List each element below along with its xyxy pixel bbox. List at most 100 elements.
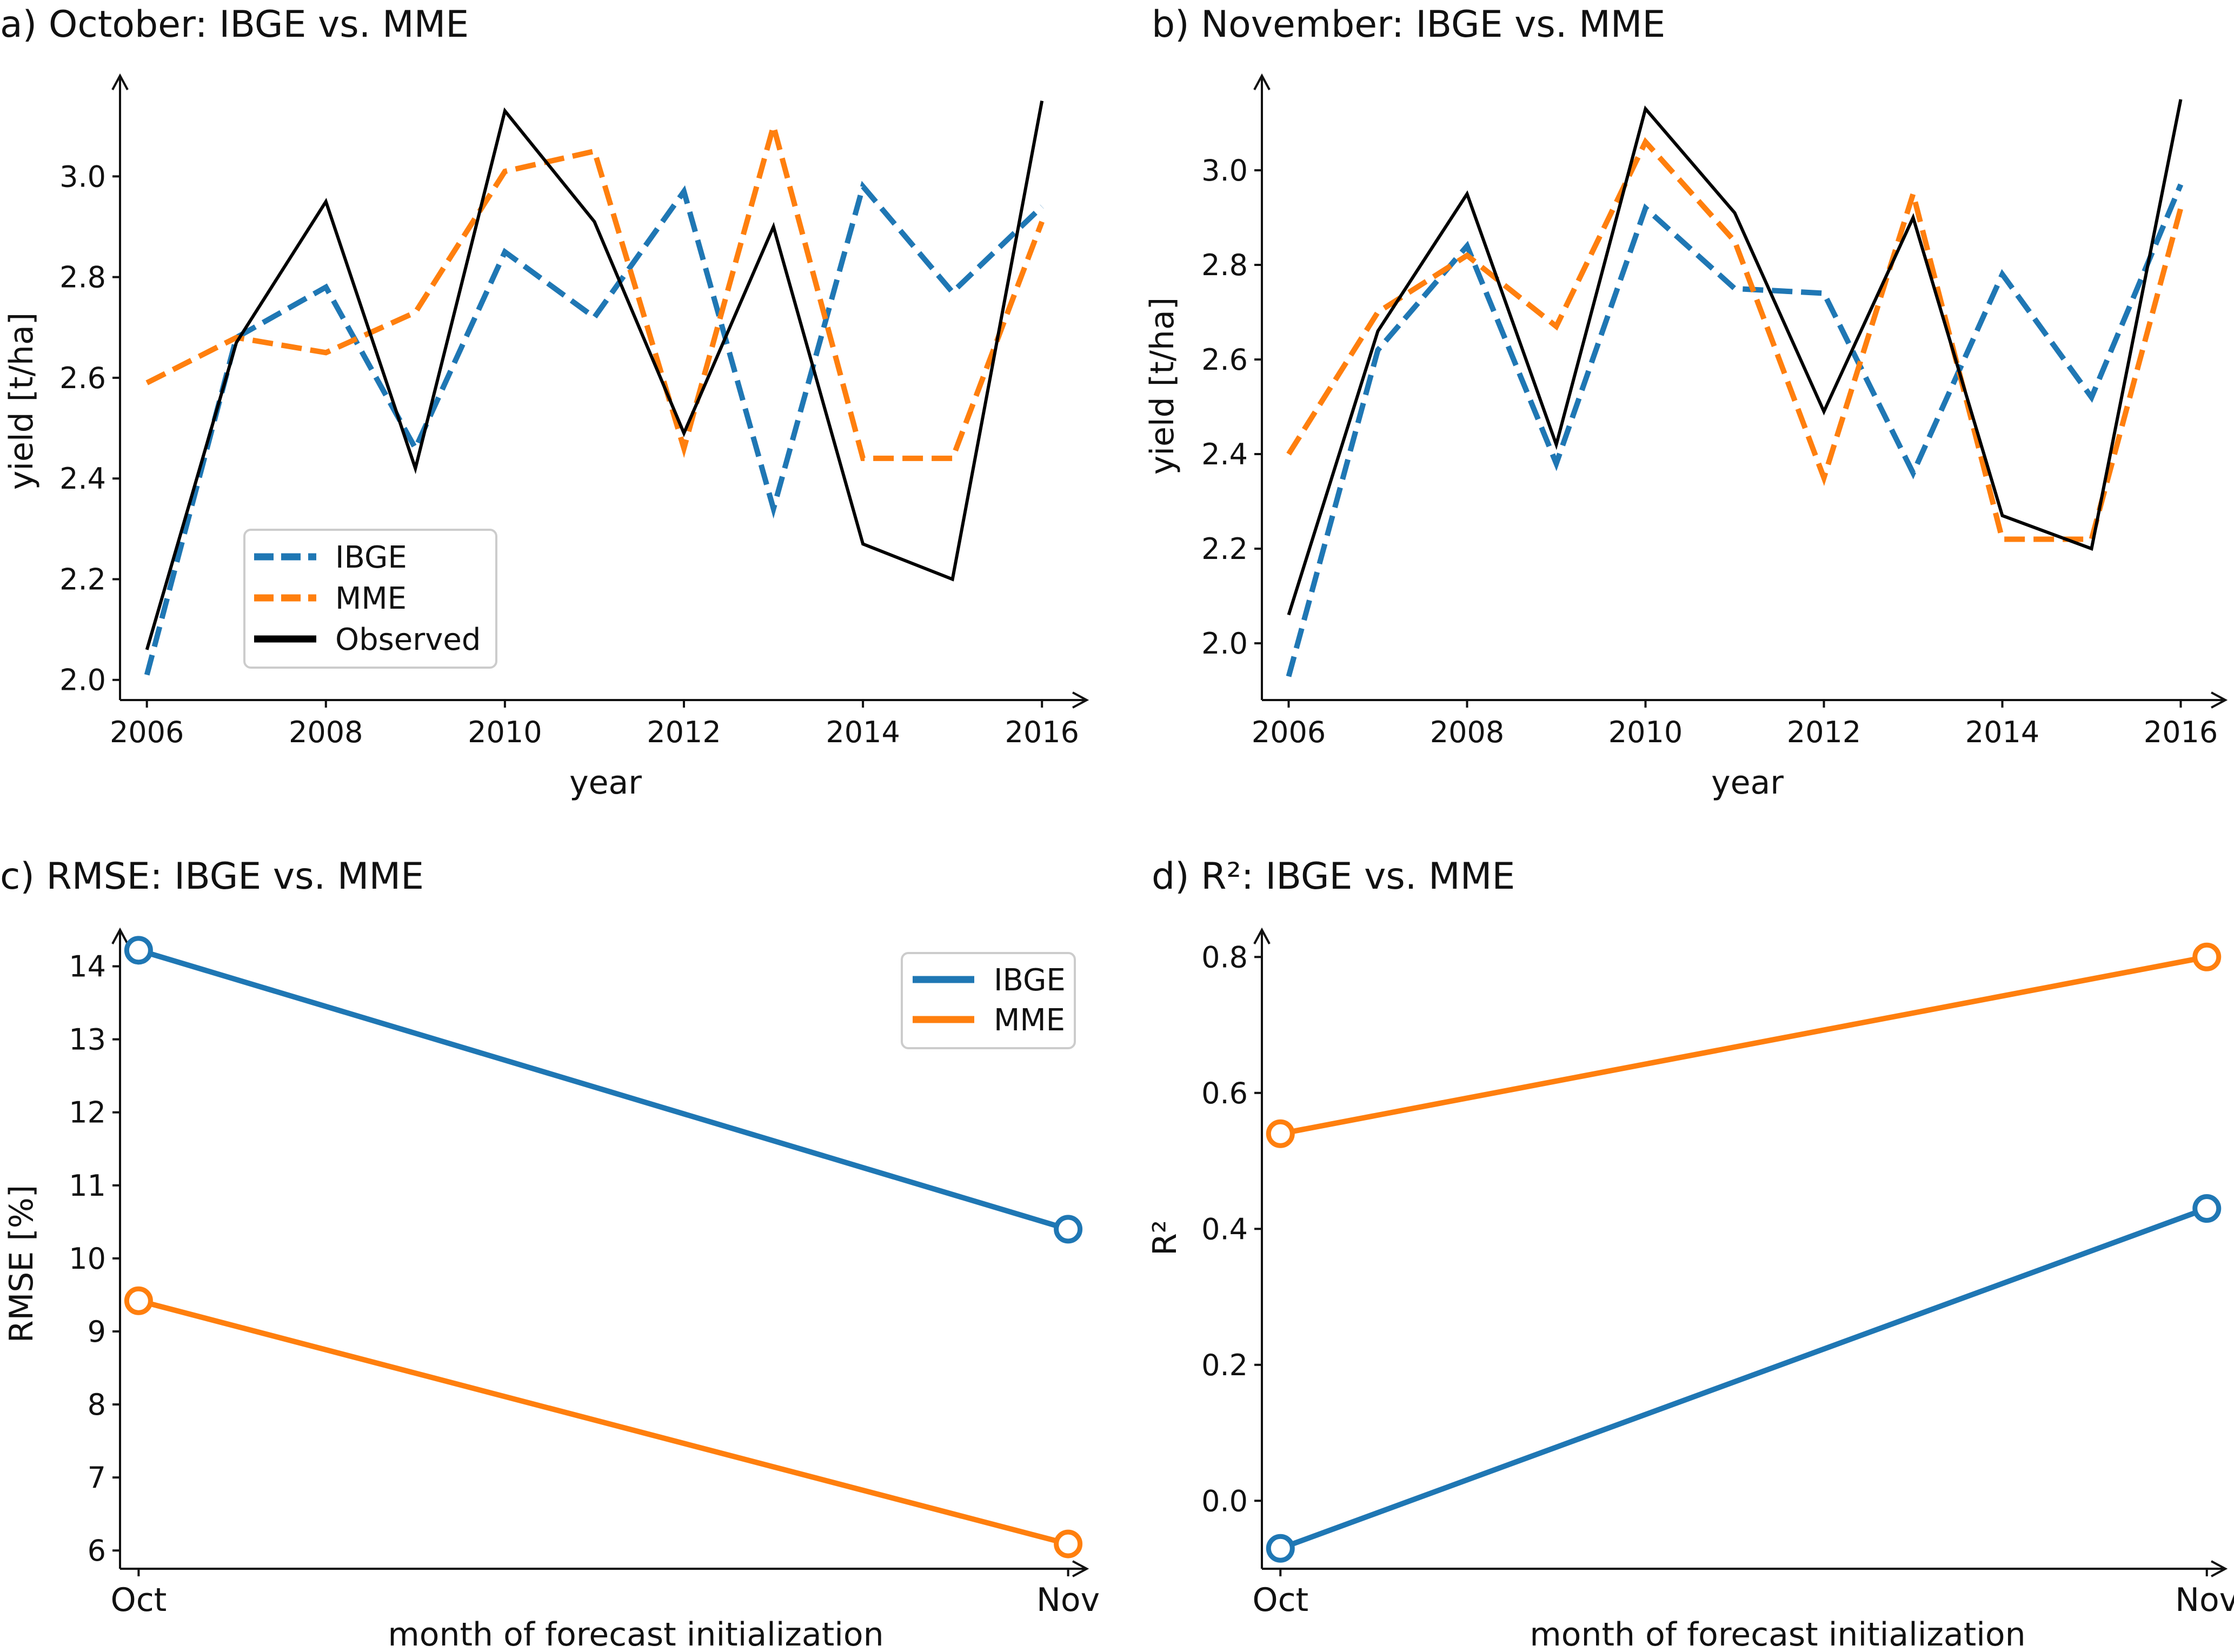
panel-d-x-axis-arrow <box>2211 1560 2228 1577</box>
panel-d-y-axis-arrow <box>1253 927 1271 944</box>
panel-a-x-tick-label: 2012 <box>647 715 721 749</box>
panel-c-y-tick-label: 11 <box>69 1169 106 1203</box>
panel-d-x-tick-label: Nov <box>2175 1581 2234 1619</box>
panel-b-ylabel: yield [t/ha] <box>1143 297 1181 475</box>
panel-a-ylabel: yield [t/ha] <box>3 312 41 490</box>
panel-d-marks <box>1266 942 2222 1563</box>
panel-b-axes: 2.0 2.2 2.4 2.6 2.8 3.0 2006 2008 2010 2012 2014 20… <box>1201 73 2228 749</box>
panel-a-legend: IBGE MME Observed <box>243 529 497 669</box>
panel-a: a) October: IBGE vs. MME 2.0 2.2 2.4 2.6 2.8… <box>0 3 1089 802</box>
panel-c-marker-ibge <box>124 936 153 965</box>
panel-a-legend-label-ibge: IBGE <box>335 540 407 575</box>
panel-d-title: d) R²: IBGE vs. MME <box>1152 855 1515 898</box>
panel-d-marker-mme <box>1266 1119 1295 1148</box>
panel-c-xlabel: month of forecast initialization <box>388 1616 883 1652</box>
panel-c-marker-mme <box>1054 1529 1083 1558</box>
panel-d-x-tick-label: Oct <box>1252 1581 1308 1619</box>
panel-a-y-tick-label: 2.8 <box>59 261 106 295</box>
panel-a-legend-label-mme: MME <box>335 581 407 616</box>
panel-d-marker-mme <box>2192 942 2222 971</box>
panel-b-x-tick-label: 2012 <box>1787 715 1861 749</box>
panel-b-y-tick-label: 2.6 <box>1201 343 1248 377</box>
panel-b-x-axis-arrow <box>2211 691 2228 709</box>
panel-a-title: a) October: IBGE vs. MME <box>0 3 469 46</box>
panel-c-x-tick-label: Nov <box>1036 1581 1100 1619</box>
panel-c-y-tick-label: 7 <box>88 1461 106 1495</box>
panel-c-marker-ibge <box>1054 1215 1083 1244</box>
panel-c-ylabel: RMSE [%] <box>3 1185 41 1343</box>
panel-c-legend-label-ibge: IBGE <box>994 963 1066 998</box>
panel-c-y-tick-label: 8 <box>88 1388 106 1422</box>
panel-b-x-tick-label: 2016 <box>2144 715 2218 749</box>
panel-b-x-tick-label: 2010 <box>1608 715 1683 749</box>
panel-c: c) RMSE: IBGE vs. MME 6 7 8 9 10 11 12 13 14 Oct N… <box>0 855 1100 1652</box>
panel-a-x-tick-label: 2016 <box>1005 715 1079 749</box>
panel-b-y-tick-label: 2.0 <box>1201 627 1248 661</box>
panel-d-y-tick-label: 0.2 <box>1201 1348 1248 1382</box>
panel-b-y-tick-label: 2.2 <box>1201 532 1248 566</box>
panel-d-series-mme <box>1280 954 2208 1137</box>
panel-a-y-axis-arrow <box>111 73 129 90</box>
panel-b-title: b) November: IBGE vs. MME <box>1152 3 1665 46</box>
panel-a-x-tick-label: 2010 <box>468 715 542 749</box>
panel-c-series-ibge <box>137 948 1069 1232</box>
panel-b-x-tick-label: 2014 <box>1965 715 2039 749</box>
panel-d-y-tick-label: 0.4 <box>1201 1212 1248 1246</box>
panel-c-y-tick-label: 12 <box>69 1096 106 1130</box>
panel-b-y-axis-arrow <box>1253 73 1271 90</box>
panel-d: d) R²: IBGE vs. MME 0.0 0.2 0.4 0.6 0.8 Oct No… <box>1146 855 2234 1652</box>
panel-d-series-ibge <box>1279 1205 2208 1551</box>
panel-d-y-tick-label: 0.0 <box>1201 1484 1248 1518</box>
panel-b-x-tick-label: 2006 <box>1252 715 1326 749</box>
panel-b-series-mme <box>1286 137 2184 542</box>
panel-a-xlabel: year <box>569 764 642 802</box>
panel-a-y-tick-label: 2.0 <box>59 663 106 697</box>
panel-c-series-mme <box>138 1298 1069 1547</box>
panel-c-y-tick-label: 9 <box>88 1315 106 1349</box>
panel-a-axes: 2.0 2.2 2.4 2.6 2.8 3.0 2006 2008 2010 2012 2014 20… <box>59 73 1089 749</box>
panel-b-y-tick-label: 2.4 <box>1201 437 1248 471</box>
panel-d-marker-ibge <box>2192 1194 2222 1223</box>
panel-c-y-tick-label: 10 <box>69 1242 106 1276</box>
panel-b-series-ibge <box>1286 183 2184 677</box>
panel-b-series-observed <box>1287 99 2183 616</box>
panel-c-y-tick-label: 14 <box>69 950 106 984</box>
panel-b-y-tick-label: 3.0 <box>1201 154 1248 188</box>
panel-a-y-tick-label: 2.2 <box>59 562 106 596</box>
panel-a-series-observed <box>145 101 1044 650</box>
panel-c-marks <box>124 936 1083 1558</box>
panel-c-legend: IBGE MME <box>901 952 1076 1049</box>
panel-c-x-axis-arrow <box>1072 1560 1089 1577</box>
panel-a-x-tick-label: 2014 <box>826 715 900 749</box>
panel-a-x-tick-label: 2008 <box>289 715 363 749</box>
panel-d-ylabel: R² <box>1146 1220 1184 1256</box>
panel-d-xlabel: month of forecast initialization <box>1530 1616 2025 1652</box>
panel-a-legend-label-observed: Observed <box>335 622 481 657</box>
panel-c-x-tick-label: Oct <box>111 1581 167 1619</box>
panel-a-series-mme <box>145 116 1045 461</box>
panel-b-marks <box>1286 99 2184 677</box>
panel-c-marker-mme <box>124 1286 153 1315</box>
panel-a-y-tick-label: 2.4 <box>59 462 106 496</box>
panel-d-y-tick-label: 0.8 <box>1201 940 1248 974</box>
panel-c-axes: 6 7 8 9 10 11 12 13 14 Oct Nov <box>69 927 1100 1619</box>
panel-c-y-tick-label: 13 <box>69 1023 106 1057</box>
panel-b-y-tick-label: 2.8 <box>1201 248 1248 282</box>
panel-c-title: c) RMSE: IBGE vs. MME <box>0 855 424 898</box>
panel-b: b) November: IBGE vs. MME 2.02.22.42.62.… <box>1143 3 2228 802</box>
panel-b-xlabel: year <box>1711 764 1784 802</box>
panel-c-y-tick-label: 6 <box>88 1534 106 1568</box>
panel-a-legend-frame <box>243 529 497 669</box>
panel-c-y-axis-arrow <box>111 927 129 944</box>
panel-a-x-tick-label: 2006 <box>110 715 184 749</box>
panel-d-y-tick-label: 0.6 <box>1201 1076 1248 1110</box>
panel-d-marker-ibge <box>1266 1534 1295 1563</box>
panel-a-x-axis-arrow <box>1072 691 1089 709</box>
panel-a-y-tick-label: 3.0 <box>59 159 106 194</box>
panel-b-x-tick-label: 2008 <box>1430 715 1504 749</box>
panel-a-series-ibge <box>144 181 1044 676</box>
panel-d-axes: 0.0 0.2 0.4 0.6 0.8 Oct Nov <box>1201 927 2234 1619</box>
panel-a-y-tick-label: 2.6 <box>59 361 106 395</box>
panel-c-legend-label-mme: MME <box>994 1003 1065 1038</box>
